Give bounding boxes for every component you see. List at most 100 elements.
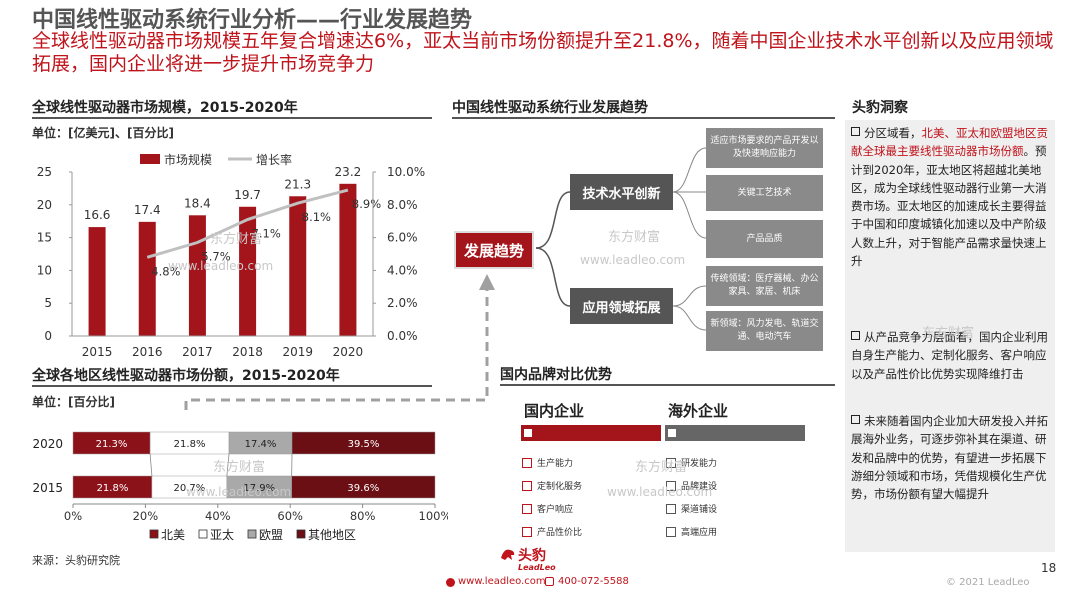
legend-label: 亚太 xyxy=(210,527,234,542)
segment-value-label: 17.4% xyxy=(245,439,277,450)
source-note: 来源：头豹研究院 xyxy=(32,554,120,567)
copyright: © 2021 LeadLeo xyxy=(946,577,1030,588)
watermark: www.leadleo.com xyxy=(186,485,292,499)
bar xyxy=(138,221,156,336)
watermark: 东方财富 xyxy=(922,326,975,341)
divider xyxy=(32,117,432,119)
legend-swatch xyxy=(198,529,208,539)
line-value-label: 5.7% xyxy=(201,250,230,264)
y-tick-label: 0 xyxy=(44,329,52,343)
checkbox-icon xyxy=(522,480,532,491)
bar-connector xyxy=(149,453,153,477)
watermark: www.leadleo.com xyxy=(607,485,713,499)
checkbox-icon xyxy=(522,503,532,514)
y2-tick-label: 6.0% xyxy=(387,231,418,245)
watermark: 东方财富 xyxy=(635,460,688,475)
segment-value-label: 21.3% xyxy=(96,439,128,450)
bar xyxy=(188,215,206,336)
y2-tick-label: 0.0% xyxy=(387,329,418,343)
foreign-advantage-item: 研发能力 xyxy=(666,456,717,469)
insight-3: 未来随着国内企业加大研发投入并拓展海外业务，可逐步弥补其在渠道、研发和品牌中的优… xyxy=(851,414,1048,502)
domestic-advantage-label: 产品性价比 xyxy=(537,528,583,538)
divider xyxy=(500,384,835,386)
tech-item: 产品品质 xyxy=(706,220,823,258)
x-tick-label: 2020 xyxy=(333,345,364,359)
legend-swatch xyxy=(247,529,257,539)
bar xyxy=(339,183,357,336)
x-tick-label: 40% xyxy=(205,509,231,523)
leopard-logo-icon xyxy=(500,546,515,562)
bar-value-label: 18.4 xyxy=(184,196,211,210)
tech-item: 适应市场要求的产品开发以及快速响应能力 xyxy=(706,128,823,168)
checkbox-icon xyxy=(851,331,860,340)
y2-tick-label: 2.0% xyxy=(387,296,418,310)
foreign-advantage-item: 品牌建设 xyxy=(666,479,717,492)
legend-label: 欧盟 xyxy=(259,528,283,542)
x-tick-label: 100% xyxy=(419,509,448,523)
page-subtitle: 全球线性驱动器市场规模五年复合增速达6%，亚太当前市场份额提升至21.8%，随着… xyxy=(32,30,1054,75)
bar xyxy=(239,206,257,336)
domestic-advantage-item: 客户响应 xyxy=(522,502,573,515)
segment-value-label: 21.8% xyxy=(97,483,129,494)
foreign-label: 海外企业 xyxy=(668,402,729,420)
insights-header: 头豹洞察 xyxy=(852,100,908,116)
segment-value-label: 39.5% xyxy=(348,439,380,450)
bar-value-label: 16.6 xyxy=(84,208,111,222)
logo-en: LeadLeo xyxy=(518,563,556,572)
y-category-label: 2015 xyxy=(32,481,63,495)
legend-label: 北美 xyxy=(161,528,185,542)
watermark: www.leadleo.com xyxy=(168,259,274,273)
market-share-header: 全球各地区线性驱动器市场份额，2015-2020年 xyxy=(32,368,340,384)
checkbox-icon xyxy=(666,503,676,514)
footer-web: www.leadleo.com xyxy=(458,576,546,587)
segment-value-label: 39.6% xyxy=(347,483,379,494)
segment-value-label: 17.9% xyxy=(243,483,275,494)
bar-value-label: 23.2 xyxy=(335,165,362,179)
x-tick-label: 2015 xyxy=(82,345,113,359)
page-number: 18 xyxy=(1041,561,1057,575)
domestic-label: 国内企业 xyxy=(524,402,585,420)
checkbox-icon xyxy=(668,429,676,437)
market-share-unit: 单位：[百分比] xyxy=(32,395,115,409)
checkbox-icon xyxy=(851,415,860,424)
checkbox-icon xyxy=(851,127,860,136)
web-icon xyxy=(446,578,455,587)
dashed-connector xyxy=(184,274,495,410)
watermark: 东方财富 xyxy=(608,230,661,245)
insight-2: 从产品竞争力层面看，国内企业利用自身生产能力、定制化服务、客户响应以及产品性价比… xyxy=(851,330,1048,381)
x-tick-label: 2018 xyxy=(232,345,263,359)
checkbox-icon xyxy=(666,526,676,537)
legend-swatch xyxy=(149,529,159,539)
trend-header: 中国线性驱动系统行业发展趋势 xyxy=(452,100,648,116)
bar-value-label: 19.7 xyxy=(234,188,261,202)
bar-value-label: 17.4 xyxy=(134,203,161,217)
x-tick-label: 60% xyxy=(277,509,303,523)
watermark: 东方财富 xyxy=(210,232,263,247)
stacked-segment xyxy=(291,431,436,455)
domestic-advantage-item: 定制化服务 xyxy=(522,479,582,492)
legend-swatch xyxy=(296,529,306,539)
legend-label: 其他地区 xyxy=(308,528,356,542)
y-tick-label: 15 xyxy=(37,231,52,245)
y-tick-label: 5 xyxy=(44,296,52,310)
legend-label: 市场规模 xyxy=(164,152,212,167)
bar-value-label: 21.3 xyxy=(284,177,311,191)
line-value-label: 8.9% xyxy=(352,197,381,211)
y-tick-label: 25 xyxy=(37,165,52,179)
domestic-advantage-item: 生产能力 xyxy=(522,456,573,469)
phone-icon xyxy=(545,577,554,586)
foreign-bar xyxy=(665,425,805,441)
foreign-advantage-label: 渠道铺设 xyxy=(681,505,718,515)
x-tick-label: 0% xyxy=(64,509,82,523)
application-item: 新领域：风力发电、轨道交通、电动汽车 xyxy=(706,311,823,351)
line-value-label: 7.1% xyxy=(252,227,281,241)
checkbox-icon xyxy=(522,526,532,537)
x-tick-label: 2019 xyxy=(282,345,313,359)
line-value-label: 4.8% xyxy=(151,264,180,278)
market-size-header: 全球线性驱动器市场规模，2015-2020年 xyxy=(32,100,298,116)
foreign-advantage-label: 高端应用 xyxy=(681,528,718,538)
y-tick-label: 10 xyxy=(37,263,52,277)
y2-tick-label: 4.0% xyxy=(387,263,418,277)
foreign-advantage-label: 研发能力 xyxy=(681,459,718,469)
logo-cn: 头豹 xyxy=(518,548,546,564)
